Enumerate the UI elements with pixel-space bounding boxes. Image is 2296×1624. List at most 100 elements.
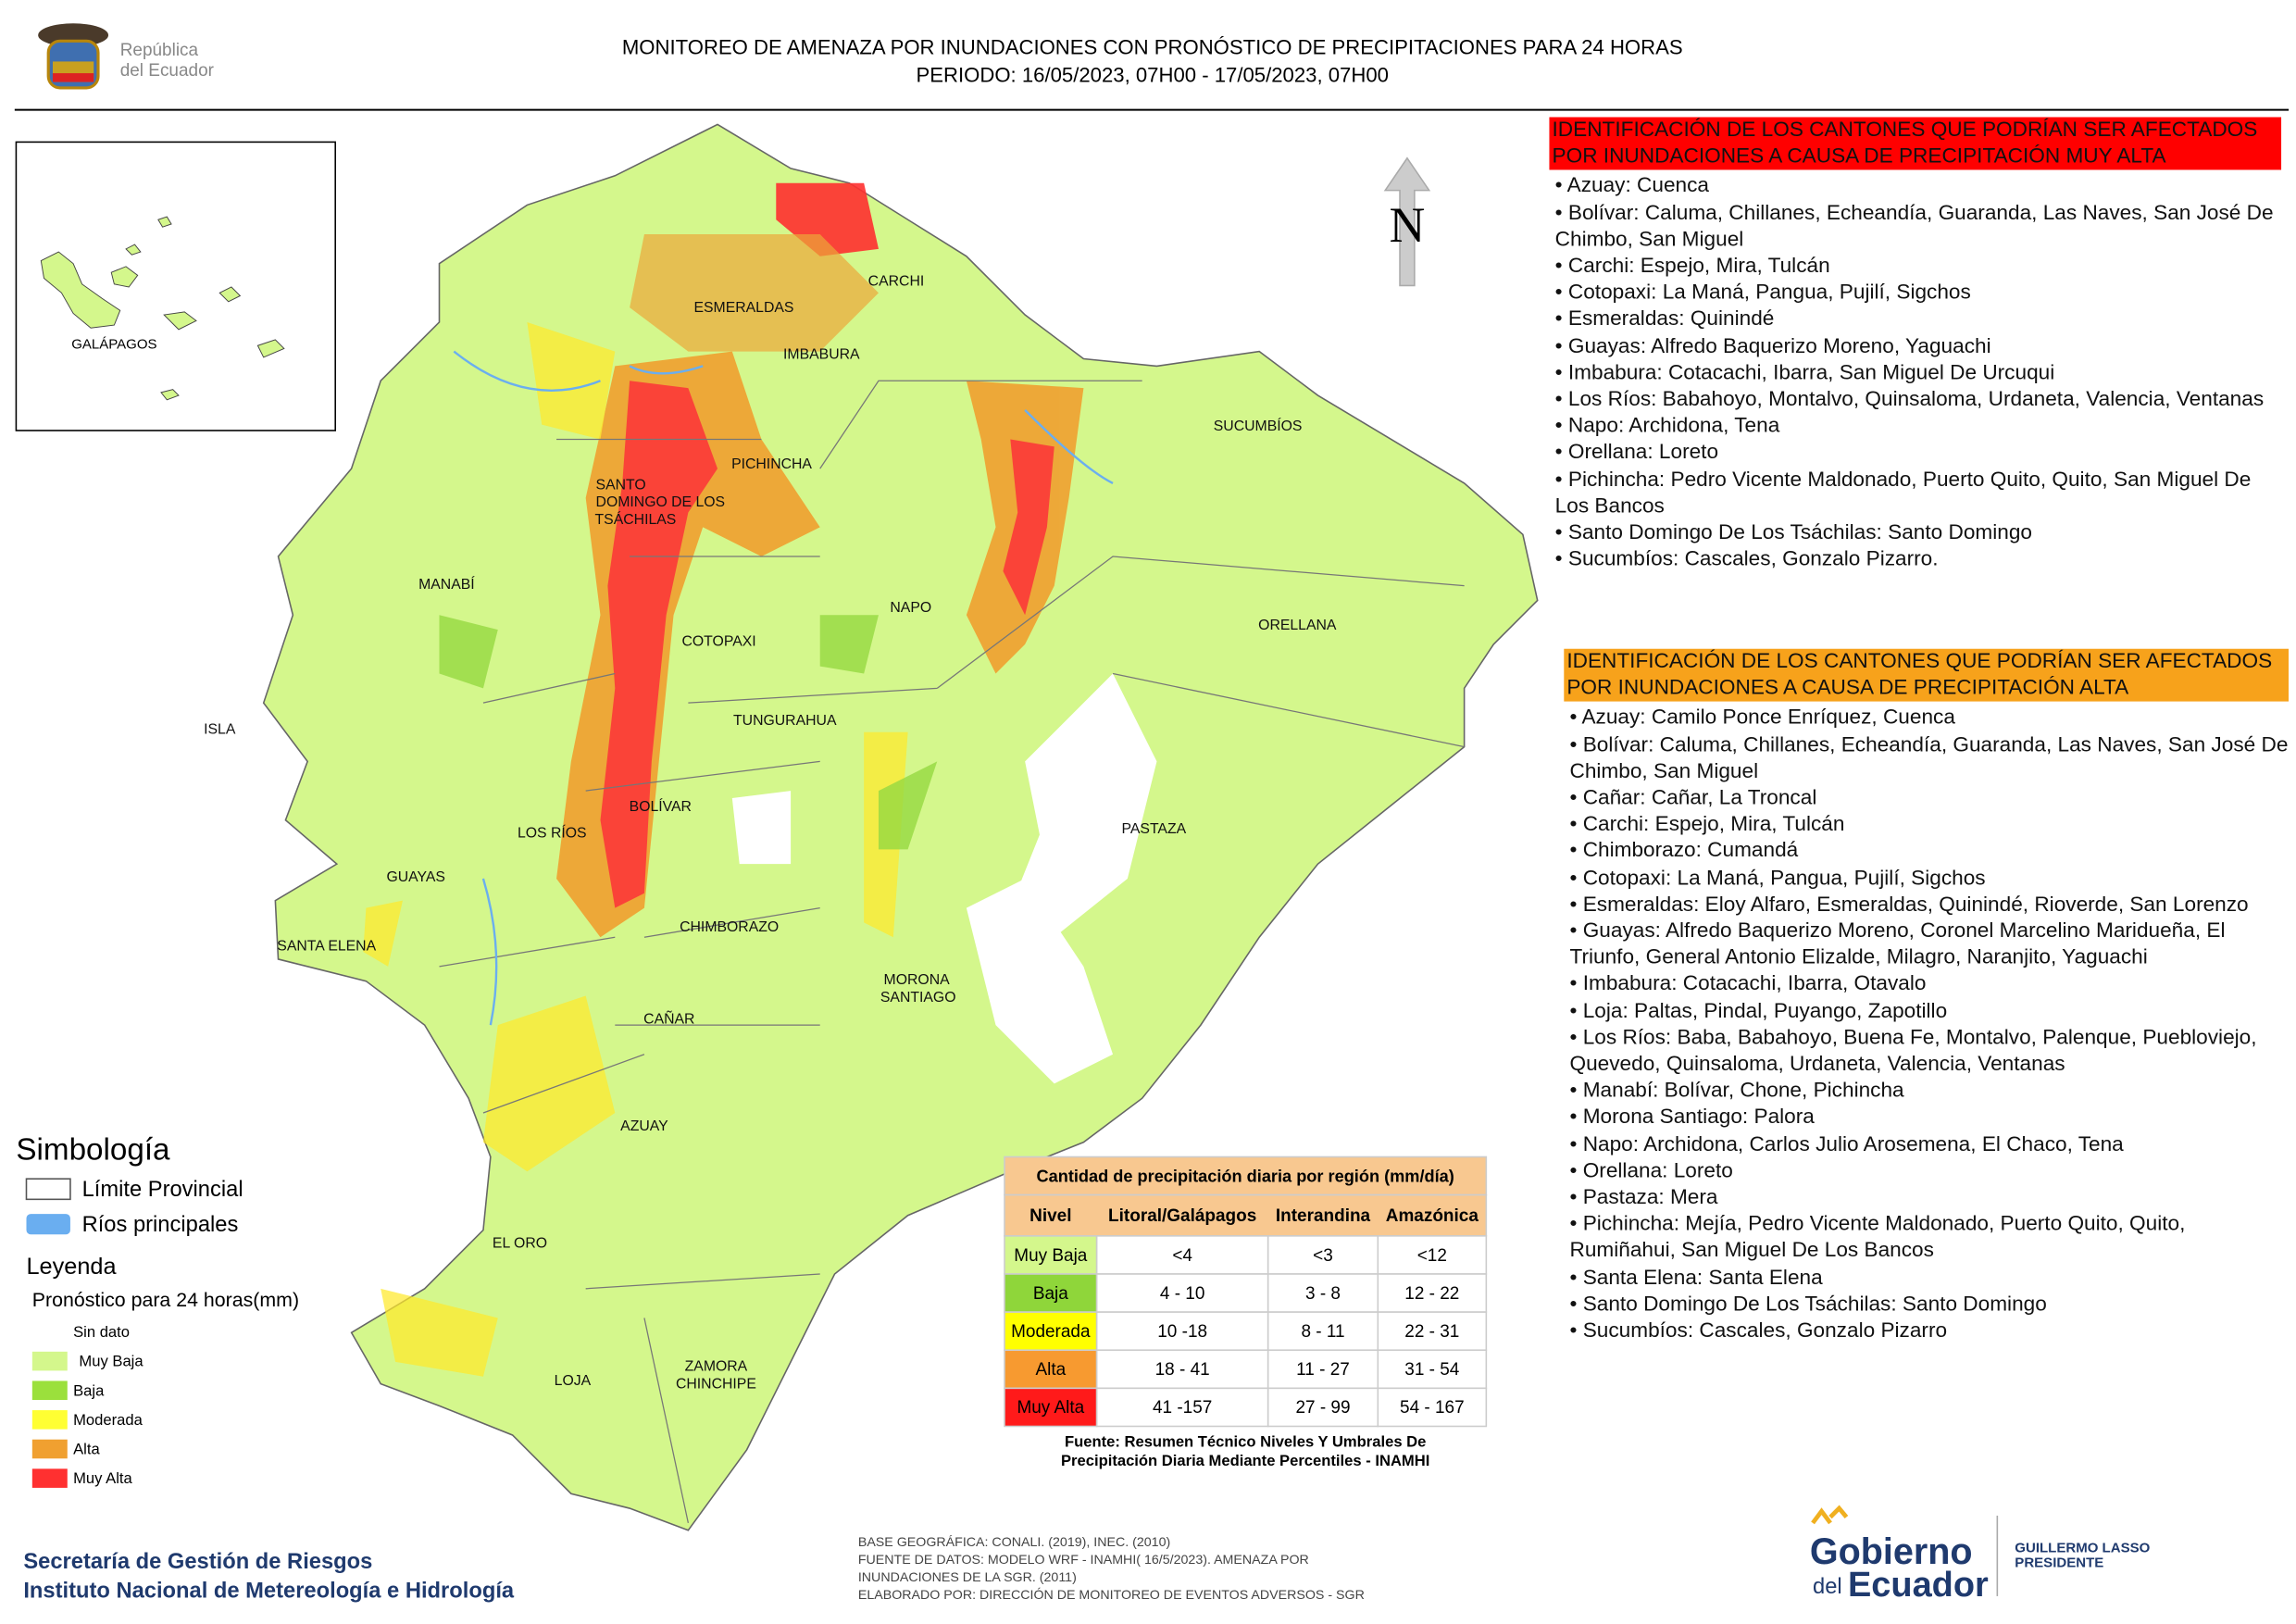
institution: Instituto Nacional de Metereología e Hid… bbox=[23, 1580, 515, 1604]
legend-label: Moderada bbox=[73, 1411, 143, 1429]
list-heading: IDENTIFICACIÓN DE LOS CANTONES QUE PODRÍ… bbox=[1564, 648, 2290, 703]
table-title: Cantidad de precipitación diaria por reg… bbox=[1037, 1167, 1454, 1185]
list-item: • Azuay: Camilo Ponce Enríquez, Cuenca bbox=[1569, 706, 1955, 731]
list-item: • Imbabura: Cotacachi, Ibarra, San Migue… bbox=[1554, 361, 2055, 385]
list-item: • Santo Domingo De Los Tsáchilas: Santo … bbox=[1554, 521, 2032, 545]
province-label: PASTAZA bbox=[1122, 821, 1187, 837]
legend-subtitle: Leyenda bbox=[26, 1254, 117, 1280]
legend-label: Alta bbox=[73, 1441, 100, 1458]
table-cell bbox=[1095, 1387, 1269, 1428]
province-label: ZAMORA bbox=[685, 1358, 748, 1374]
table-cell-text: 18 - 41 bbox=[1155, 1360, 1210, 1380]
list-item: • Guayas: Alfredo Baquerizo Moreno, Yagu… bbox=[1554, 334, 1991, 358]
list-item: • Cotopaxi: La Maná, Pangua, Pujilí, Sig… bbox=[1569, 866, 1986, 891]
province-label: TUNGURAHUA bbox=[733, 713, 837, 729]
north-arrow: N bbox=[1383, 156, 1431, 287]
gov-name: PRESIDENTE bbox=[2015, 1555, 2103, 1570]
legend-label: Sin dato bbox=[73, 1323, 130, 1341]
table-cell bbox=[1377, 1387, 1488, 1428]
list: IDENTIFICACIÓN DE LOS CANTONES QUE PODRÍ… bbox=[1564, 648, 2290, 1345]
province-label: ESMERALDAS bbox=[693, 300, 793, 316]
list-item: • Pichincha: Mejía, Pedro Vicente Maldon… bbox=[1569, 1212, 2186, 1264]
legend-swatch bbox=[31, 1468, 68, 1488]
list-item: • Pichincha: Pedro Vicente Maldonado, Pu… bbox=[1554, 468, 2252, 518]
table-header: Litoral/Galápagos bbox=[1108, 1206, 1256, 1226]
table-cell bbox=[1267, 1273, 1379, 1313]
province-label: LOJA bbox=[555, 1373, 592, 1389]
list-item: • Bolívar: Caluma, Chillanes, Echeandía,… bbox=[1554, 201, 2274, 252]
list-item: • Azuay: Cuenca bbox=[1554, 174, 1710, 199]
table-header: Amazónica bbox=[1386, 1206, 1479, 1226]
gov-icon bbox=[1811, 1505, 1849, 1525]
gov-logo: Ecuador bbox=[1848, 1566, 1989, 1605]
credit: BASE GEOGRÁFICA: CONALI. (2019), INEC. (… bbox=[858, 1534, 1170, 1550]
province-label: BOLÍVAR bbox=[630, 797, 692, 815]
list-item: • Napo: Archidona, Tena bbox=[1554, 414, 1780, 439]
table-cell-text: 3 - 8 bbox=[1305, 1284, 1341, 1304]
list-item: • Chimborazo: Cumandá bbox=[1569, 839, 1799, 864]
footer: Secretaría de Gestión de Riesgos Institu… bbox=[23, 1505, 2151, 1605]
list-item: • Cañar: Cañar, La Troncal bbox=[1569, 786, 1817, 810]
list-item: • Sucumbíos: Cascales, Gonzalo Pizarro. bbox=[1554, 547, 1939, 572]
table-cell bbox=[1377, 1349, 1488, 1390]
legend-swatch bbox=[31, 1410, 68, 1430]
table-cell-text: Muy Alta bbox=[1017, 1398, 1084, 1418]
logo-text: República bbox=[120, 41, 199, 60]
province-label: DOMINGO DE LOS bbox=[596, 494, 726, 510]
list-item: • Pastaza: Mera bbox=[1569, 1186, 1718, 1210]
province-label: TSÁCHILAS bbox=[595, 510, 677, 528]
logo-text: del Ecuador bbox=[120, 61, 214, 81]
credit: INUNDACIONES DE LA SGR. (2011) bbox=[858, 1570, 1077, 1585]
list-item: • Orellana: Loreto bbox=[1554, 441, 1719, 466]
gov-logo: Gobierno bbox=[1810, 1531, 1973, 1572]
list-item: • Esmeraldas: Quinindé bbox=[1554, 307, 1775, 332]
title: MONITOREO DE AMENAZA POR INUNDACIONES CO… bbox=[622, 36, 1683, 59]
list-item: • Orellana: Loreto bbox=[1569, 1159, 1733, 1183]
list-item: • Sucumbíos: Cascales, Gonzalo Pizarro bbox=[1569, 1319, 1948, 1343]
list-item: • Santa Elena: Santa Elena bbox=[1569, 1266, 1823, 1290]
province-label: CHINCHIPE bbox=[676, 1376, 756, 1392]
credit: FUENTE DE DATOS: MODELO WRF - INAMHI( 16… bbox=[858, 1553, 1309, 1568]
province-labels: CARCHI ESMERALDAS IMBABURA SUCUMBÍOS PIC… bbox=[204, 273, 1337, 1392]
table-cell bbox=[1267, 1235, 1379, 1275]
header: República del Ecuador MONITOREO DE AMENA… bbox=[14, 23, 2290, 111]
legend-swatch bbox=[31, 1380, 68, 1401]
table-cell-text: 54 - 167 bbox=[1400, 1398, 1465, 1418]
list-item: • Bolívar: Caluma, Chillanes, Echeandía,… bbox=[1569, 732, 2289, 783]
list-box: IDENTIFICACIÓN DE LOS CANTONES QUE PODRÍ… bbox=[1564, 648, 2290, 1345]
list: IDENTIFICACIÓN DE LOS CANTONES QUE PODRÍ… bbox=[1549, 117, 2282, 574]
river bbox=[453, 350, 1114, 1026]
table-cell-text: <3 bbox=[1313, 1246, 1333, 1266]
province-label: SANTO bbox=[596, 477, 646, 493]
province-label: NAPO bbox=[890, 600, 931, 616]
table-cell-text: 11 - 27 bbox=[1296, 1360, 1350, 1380]
province-boundary bbox=[439, 380, 1465, 1524]
province-label: LOS RÍOS bbox=[518, 824, 587, 842]
province-label: CHIMBORAZO bbox=[680, 919, 779, 935]
province-label: ISLA bbox=[204, 721, 236, 737]
table-cell-text: 8 - 11 bbox=[1301, 1322, 1344, 1342]
table-cell-text: <4 bbox=[1172, 1246, 1192, 1266]
province-label: CARCHI bbox=[868, 273, 925, 289]
table-cell-text: 10 -18 bbox=[1157, 1322, 1207, 1342]
table-cell-text: 31 - 54 bbox=[1404, 1360, 1459, 1380]
legend-label: Muy Alta bbox=[73, 1469, 132, 1487]
precip-table: Cantidad de precipitación diaria por reg… bbox=[1004, 1156, 1488, 1469]
mainland bbox=[262, 123, 1539, 1531]
list-item: • Napo: Archidona, Carlos Julio Arosemen… bbox=[1569, 1132, 2124, 1156]
shield bbox=[38, 23, 109, 90]
table-cell bbox=[1377, 1273, 1488, 1313]
gov-logo: del bbox=[1813, 1575, 1842, 1599]
legend-title: Simbología bbox=[16, 1133, 170, 1168]
province-label: SUCUMBÍOS bbox=[1214, 417, 1303, 434]
table-header: Interandina bbox=[1276, 1206, 1371, 1226]
table-cell-text: 41 -157 bbox=[1153, 1398, 1212, 1418]
province-label: SANTA ELENA bbox=[277, 938, 376, 954]
inset: GALÁPAGOS bbox=[15, 141, 337, 431]
list-item: • Cotopaxi: La Maná, Pangua, Pujilí, Sig… bbox=[1554, 281, 1971, 306]
title: PERIODO: 16/05/2023, 07H00 - 17/05/2023,… bbox=[917, 64, 1389, 87]
table-source: Fuente: Resumen Técnico Niveles Y Umbral… bbox=[1065, 1433, 1426, 1451]
list-box: IDENTIFICACIÓN DE LOS CANTONES QUE PODRÍ… bbox=[1549, 117, 2282, 574]
table-cell-text: 12 - 22 bbox=[1404, 1284, 1459, 1304]
